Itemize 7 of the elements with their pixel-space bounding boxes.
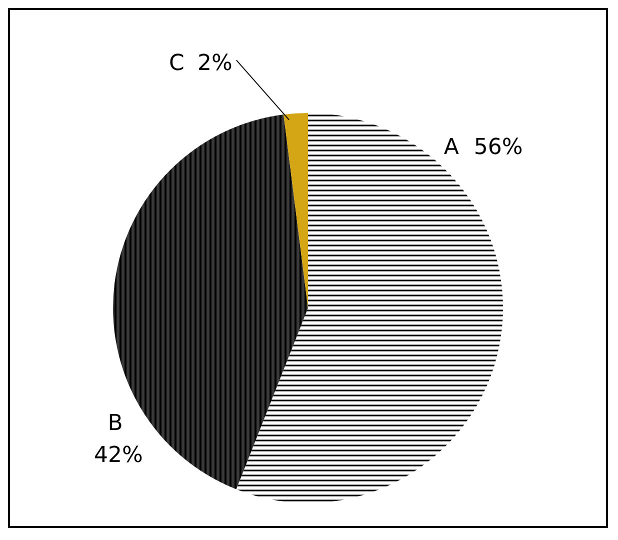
data-label: 42% xyxy=(94,442,143,468)
slice-label: C xyxy=(169,51,184,76)
data-label: 56% xyxy=(474,134,523,160)
slice-label: B xyxy=(108,410,123,436)
slice-label: A xyxy=(444,134,459,160)
data-label: 2% xyxy=(198,51,232,76)
pie-slice xyxy=(284,113,308,308)
